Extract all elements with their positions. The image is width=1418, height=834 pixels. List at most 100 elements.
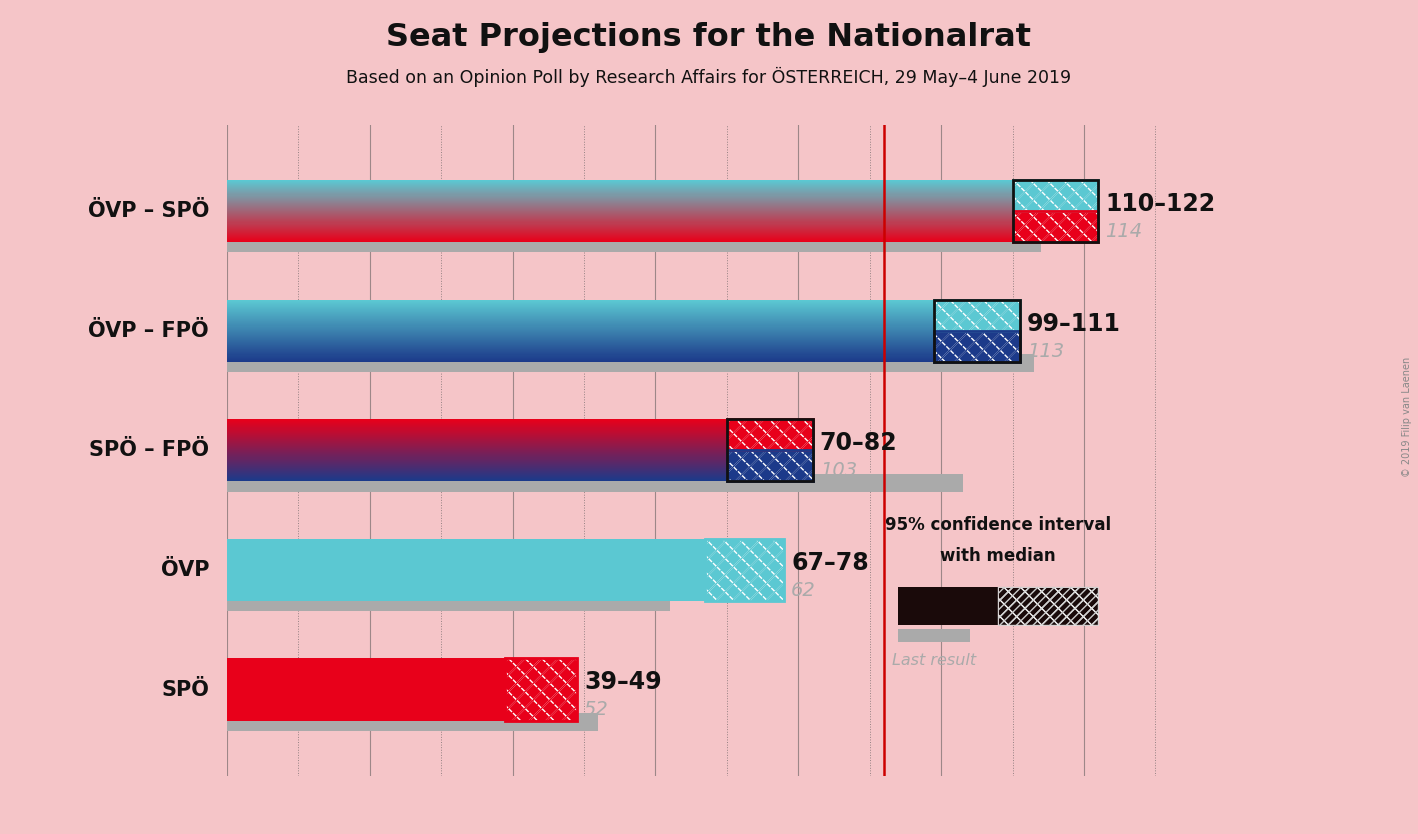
Bar bbox=[227, 236, 1012, 237]
Bar bbox=[227, 240, 1012, 241]
Text: 39–49: 39–49 bbox=[584, 671, 662, 695]
Text: ÖVP: ÖVP bbox=[160, 560, 208, 580]
Bar bbox=[227, 359, 934, 361]
Bar bbox=[227, 354, 1034, 372]
Bar bbox=[505, 658, 577, 721]
Bar bbox=[227, 238, 1012, 239]
Bar bbox=[227, 469, 727, 470]
Bar bbox=[727, 450, 813, 481]
Bar bbox=[227, 300, 934, 302]
Bar bbox=[227, 189, 1012, 190]
Bar bbox=[227, 343, 934, 344]
Bar bbox=[227, 233, 1012, 234]
Bar bbox=[227, 441, 727, 442]
Bar bbox=[227, 234, 1041, 253]
Bar bbox=[227, 180, 1012, 181]
Bar bbox=[227, 428, 727, 429]
Bar bbox=[227, 451, 727, 452]
Text: © 2019 Filip van Laenen: © 2019 Filip van Laenen bbox=[1401, 357, 1412, 477]
Bar bbox=[227, 212, 1012, 214]
Bar bbox=[227, 186, 1012, 188]
Text: SPÖ: SPÖ bbox=[162, 680, 208, 700]
Bar bbox=[727, 420, 813, 450]
Bar bbox=[727, 420, 813, 450]
Bar bbox=[227, 357, 934, 358]
Text: 67–78: 67–78 bbox=[791, 550, 869, 575]
Bar bbox=[227, 442, 727, 443]
Bar bbox=[227, 307, 934, 308]
Bar bbox=[227, 306, 934, 307]
Bar bbox=[227, 182, 1012, 183]
Bar bbox=[227, 713, 598, 731]
Bar bbox=[227, 214, 1012, 215]
Bar bbox=[227, 465, 727, 466]
Bar bbox=[227, 231, 1012, 232]
Bar bbox=[227, 327, 934, 328]
Bar bbox=[227, 344, 934, 345]
Bar bbox=[227, 219, 1012, 220]
Bar bbox=[227, 234, 1012, 235]
Bar bbox=[705, 539, 784, 601]
Bar bbox=[227, 452, 727, 454]
Bar bbox=[227, 237, 1012, 239]
Bar bbox=[227, 345, 934, 346]
Bar bbox=[227, 459, 727, 460]
Bar bbox=[227, 220, 1012, 222]
Bar bbox=[227, 464, 727, 465]
Bar bbox=[727, 420, 813, 481]
Bar bbox=[227, 474, 963, 491]
Bar bbox=[227, 472, 727, 473]
Bar bbox=[227, 218, 1012, 219]
Bar bbox=[998, 586, 1099, 625]
Bar bbox=[227, 480, 727, 481]
Bar bbox=[227, 333, 934, 334]
Bar bbox=[227, 349, 934, 350]
Bar bbox=[227, 184, 1012, 185]
Bar bbox=[898, 586, 998, 625]
Bar bbox=[227, 475, 727, 476]
Bar bbox=[227, 450, 727, 451]
Bar bbox=[727, 420, 813, 450]
Bar bbox=[227, 210, 1012, 211]
Bar bbox=[934, 331, 1020, 362]
Bar bbox=[998, 586, 1099, 625]
Bar bbox=[227, 216, 1012, 218]
Bar bbox=[227, 197, 1012, 198]
Bar bbox=[227, 241, 1012, 243]
Bar bbox=[227, 235, 1012, 236]
Text: ÖVP – FPÖ: ÖVP – FPÖ bbox=[88, 321, 208, 341]
Bar bbox=[227, 425, 727, 426]
Bar bbox=[227, 462, 727, 463]
Bar bbox=[1012, 211, 1099, 243]
Bar bbox=[727, 420, 813, 450]
Text: 70–82: 70–82 bbox=[820, 431, 898, 455]
Bar bbox=[898, 629, 970, 641]
Bar bbox=[227, 310, 934, 311]
Bar bbox=[227, 205, 1012, 206]
Bar bbox=[705, 539, 784, 601]
Bar bbox=[227, 434, 727, 435]
Bar bbox=[227, 224, 1012, 226]
Bar bbox=[227, 201, 1012, 202]
Bar bbox=[227, 355, 934, 357]
Bar bbox=[1012, 180, 1099, 211]
Bar bbox=[227, 431, 727, 433]
Bar bbox=[227, 193, 1012, 194]
Bar bbox=[934, 331, 1020, 362]
Bar bbox=[227, 458, 727, 459]
Bar bbox=[227, 336, 934, 337]
Bar bbox=[227, 347, 934, 349]
Bar bbox=[227, 476, 727, 477]
Bar bbox=[227, 447, 727, 449]
Bar bbox=[227, 319, 934, 320]
Bar bbox=[934, 299, 1020, 331]
Bar bbox=[227, 328, 934, 329]
Bar bbox=[227, 239, 1012, 240]
Bar bbox=[505, 658, 577, 721]
Text: 103: 103 bbox=[820, 461, 856, 480]
Text: Based on an Opinion Poll by Research Affairs for ÖSTERREICH, 29 May–4 June 2019: Based on an Opinion Poll by Research Aff… bbox=[346, 67, 1072, 87]
Bar bbox=[227, 304, 934, 305]
Bar bbox=[227, 227, 1012, 228]
Bar bbox=[227, 473, 727, 475]
Bar bbox=[227, 198, 1012, 200]
